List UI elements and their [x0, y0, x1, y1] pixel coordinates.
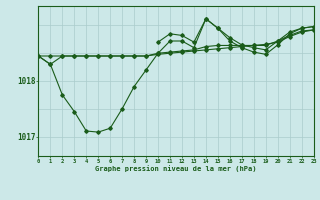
- X-axis label: Graphe pression niveau de la mer (hPa): Graphe pression niveau de la mer (hPa): [95, 165, 257, 172]
